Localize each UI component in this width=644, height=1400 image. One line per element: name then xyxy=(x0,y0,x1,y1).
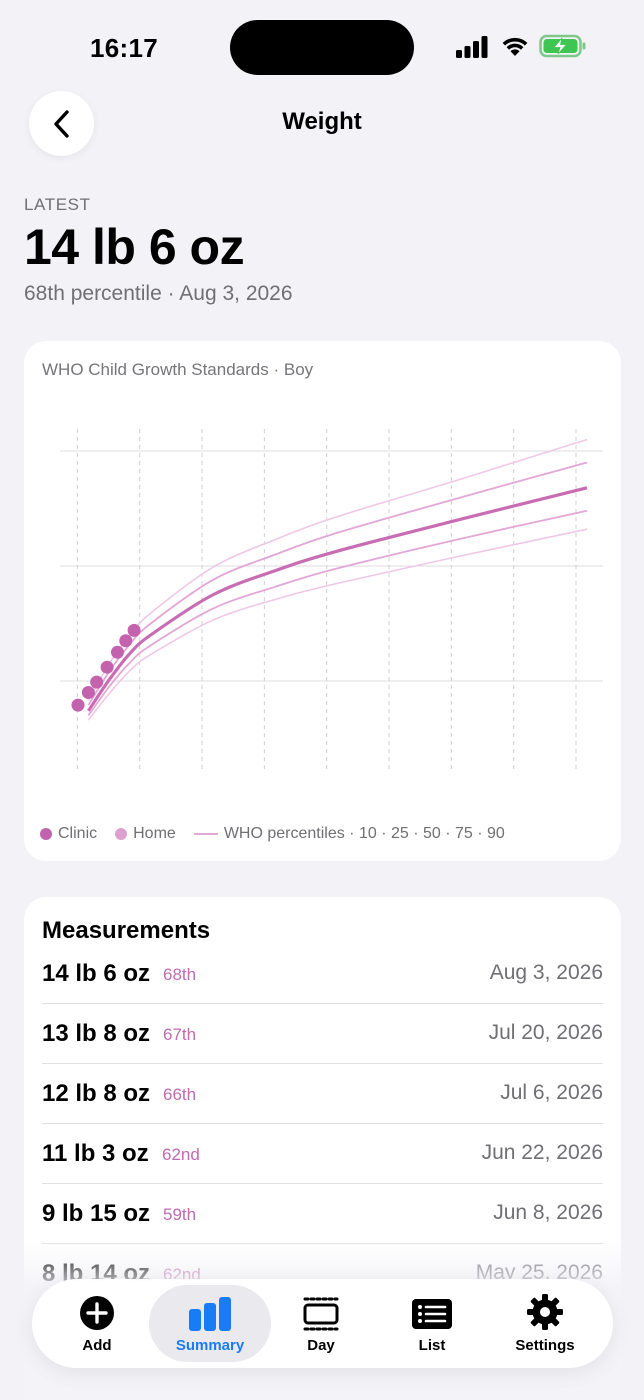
clinic-data-point xyxy=(71,698,85,712)
legend-clinic: Clinic xyxy=(40,825,97,843)
legend-who-label: WHO percentiles · 10 · 25 · 50 · 75 · 90 xyxy=(223,825,505,842)
measurement-row[interactable]: 12 lb 8 oz 66th Jul 6, 2026 xyxy=(42,1064,603,1124)
measurement-weight: 14 lb 6 oz xyxy=(42,960,151,987)
measurement-percentile: 66th xyxy=(163,1085,197,1104)
measurements-title: Measurements xyxy=(42,917,211,944)
tab-add-label: Add xyxy=(82,1337,112,1354)
clinic-data-point xyxy=(90,675,104,689)
legend-home: Home xyxy=(115,825,176,843)
measurement-date: Jun 8, 2026 xyxy=(493,1201,603,1224)
tab-settings[interactable]: Settings xyxy=(490,1285,600,1362)
clinic-data-point xyxy=(127,623,141,637)
legend-home-label: Home xyxy=(133,825,176,842)
clinic-data-point xyxy=(119,634,133,648)
tab-list[interactable]: List xyxy=(377,1285,487,1362)
tab-day[interactable]: Day xyxy=(266,1285,376,1362)
measurement-row[interactable]: 13 lb 8 oz 67th Jul 20, 2026 xyxy=(42,1004,603,1064)
measurement-row[interactable]: 11 lb 3 oz 62nd Jun 22, 2026 xyxy=(42,1124,603,1184)
measurement-percentile: 59th xyxy=(163,1205,197,1224)
latest-weight-value: 14 lb 6 oz xyxy=(24,219,245,275)
measurement-percentile: 68th xyxy=(163,965,197,984)
tab-settings-label: Settings xyxy=(515,1337,575,1354)
measurement-weight: 12 lb 8 oz xyxy=(42,1080,151,1107)
status-time: 16:17 xyxy=(90,33,158,63)
measurement-date: Aug 3, 2026 xyxy=(489,961,603,984)
bar-chart-icon xyxy=(189,1297,231,1331)
clinic-data-point xyxy=(100,660,114,674)
clinic-data-point xyxy=(110,645,124,659)
percentile-curve-10 xyxy=(87,528,588,721)
latest-label: LATEST xyxy=(24,195,91,214)
clinic-dot-icon xyxy=(40,828,52,840)
measurement-weight: 9 lb 15 oz xyxy=(42,1200,151,1227)
tab-list-label: List xyxy=(418,1337,446,1354)
tab-day-label: Day xyxy=(307,1337,335,1354)
dynamic-island xyxy=(230,20,414,75)
legend-clinic-label: Clinic xyxy=(58,825,98,842)
percentile-curve-90 xyxy=(87,438,588,701)
measurement-weight: 13 lb 8 oz xyxy=(42,1020,151,1047)
measurement-date: Jun 22, 2026 xyxy=(481,1141,603,1164)
day-icon xyxy=(303,1297,339,1331)
growth-chart xyxy=(60,429,603,773)
battery-charging-icon xyxy=(539,34,586,58)
clinic-data-point xyxy=(81,686,95,699)
measurement-row[interactable]: 9 lb 15 oz 59th Jun 8, 2026 xyxy=(42,1184,603,1244)
latest-percentile-date: 68th percentile · Aug 3, 2026 xyxy=(24,282,293,305)
gear-icon xyxy=(527,1294,563,1330)
percentile-curve-50 xyxy=(87,486,588,712)
status-icons xyxy=(455,34,587,60)
wifi-icon xyxy=(502,37,528,56)
measurement-percentile: 62nd xyxy=(162,1145,200,1164)
page-title: Weight xyxy=(282,108,362,135)
who-line-icon xyxy=(193,833,218,835)
tab-bar: Add Summary Day xyxy=(32,1279,613,1368)
tab-add[interactable]: Add xyxy=(42,1285,152,1362)
list-icon xyxy=(412,1299,452,1329)
measurement-percentile: 67th xyxy=(163,1025,197,1044)
tab-summary[interactable]: Summary xyxy=(149,1285,271,1362)
chart-title: WHO Child Growth Standards · Boy xyxy=(42,360,314,379)
growth-chart-card: WHO Child Growth Standards · Boy Clinic … xyxy=(24,341,621,861)
back-button[interactable] xyxy=(29,91,94,156)
percentile-curve-25 xyxy=(87,509,588,717)
cellular-signal-icon xyxy=(456,36,488,58)
measurement-date: Jul 20, 2026 xyxy=(488,1021,603,1044)
plus-circle-icon xyxy=(80,1296,114,1330)
measurement-date: Jul 6, 2026 xyxy=(500,1081,603,1104)
legend-who: WHO percentiles · 10 · 25 · 50 · 75 · 90 xyxy=(193,825,505,843)
measurement-row[interactable]: 14 lb 6 oz 68th Aug 3, 2026 xyxy=(42,944,603,1004)
measurement-weight: 11 lb 3 oz xyxy=(42,1140,149,1167)
chart-legend: Clinic Home WHO percentiles · 10 · 25 · … xyxy=(40,825,523,843)
home-dot-icon xyxy=(115,828,128,840)
tab-summary-label: Summary xyxy=(175,1337,245,1354)
chevron-left-icon xyxy=(53,109,69,138)
